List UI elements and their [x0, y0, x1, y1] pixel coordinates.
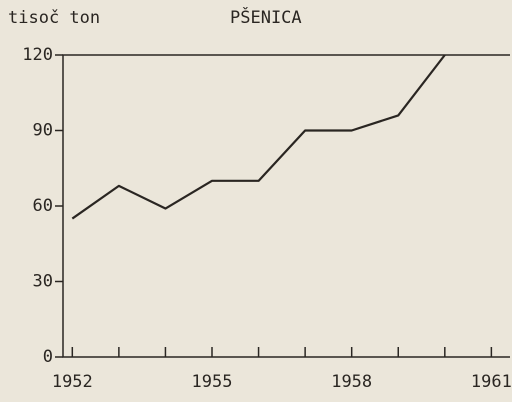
x-tick-label: 1955 [192, 372, 233, 392]
chart-title: PŠENICA [230, 6, 302, 28]
y-tick-label: 120 [22, 45, 53, 65]
y-axis-label: tisoč ton [8, 8, 100, 28]
y-tick-label: 0 [43, 347, 53, 367]
data-line [71, 54, 446, 220]
axes [62, 54, 510, 358]
y-tick-label: 90 [33, 121, 53, 141]
y-tick-label: 60 [33, 196, 53, 216]
x-tick-label: 1961 [471, 372, 512, 392]
x-tick-label: 1958 [331, 372, 372, 392]
x-tick-label: 1952 [52, 372, 93, 392]
y-tick-label: 30 [33, 272, 53, 292]
